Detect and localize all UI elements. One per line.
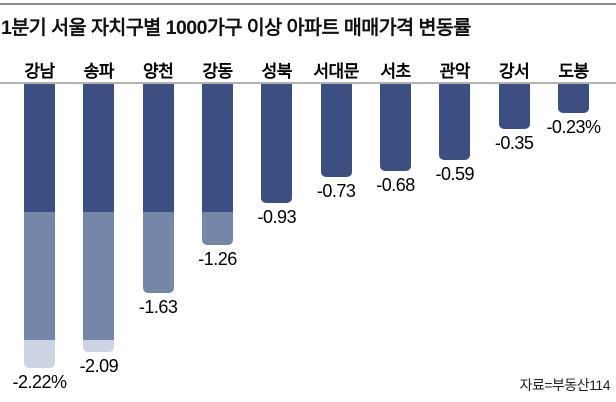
bar [24, 84, 55, 368]
category-label: 서초 [380, 62, 411, 81]
bar [201, 84, 233, 245]
category-label: 강남 [24, 62, 55, 81]
zero-baseline-axis [0, 82, 616, 84]
category-label: 강동 [202, 62, 233, 81]
value-label: -0.93 [257, 207, 297, 227]
source-credit: 자료=부동산114 [519, 377, 611, 393]
bar [498, 84, 530, 129]
category-label: 도봉 [558, 62, 589, 81]
value-label: -2.09 [79, 356, 119, 376]
category-label: 성북 [261, 62, 293, 81]
bar [379, 84, 411, 171]
top-rule-divider [0, 3, 616, 5]
value-label: -2.22% [12, 372, 67, 392]
value-label: -1.63 [138, 297, 178, 317]
bar [439, 84, 471, 160]
category-label: 양천 [143, 62, 174, 81]
bar [557, 84, 589, 113]
category-label: 송파 [83, 62, 115, 81]
value-label: -0.59 [435, 164, 475, 184]
bar [261, 84, 293, 203]
category-label: 서대문 [313, 62, 359, 81]
chart-title: 1분기 서울 자치구별 1000가구 이상 아파트 매매가격 변동률 [1, 17, 471, 39]
value-label: -0.23% [546, 117, 601, 137]
value-label: -0.35 [494, 133, 534, 153]
value-label: -0.73 [316, 181, 356, 201]
bar [320, 84, 352, 177]
category-label: 관악 [439, 62, 471, 81]
value-label: -0.68 [376, 175, 415, 195]
bar [142, 84, 174, 293]
bar [83, 84, 115, 352]
category-label: 강서 [498, 62, 530, 81]
value-label: -1.26 [198, 249, 237, 269]
